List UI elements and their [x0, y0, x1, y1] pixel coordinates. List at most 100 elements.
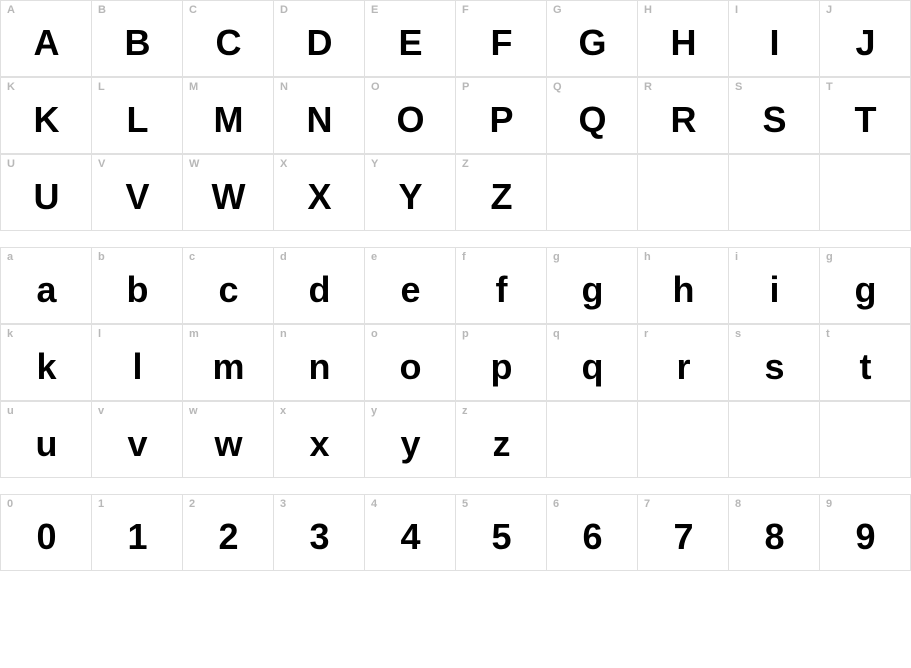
glyph-cell[interactable]: ff: [456, 247, 547, 324]
glyph-cell[interactable]: 99: [820, 494, 911, 571]
glyph-cell[interactable]: yy: [365, 401, 456, 478]
glyph-cell[interactable]: cc: [183, 247, 274, 324]
glyph-cell-glyph: A: [34, 22, 59, 64]
glyph-cell[interactable]: JJ: [820, 0, 911, 77]
glyph-cell[interactable]: XX: [274, 154, 365, 231]
glyph-cell[interactable]: PP: [456, 77, 547, 154]
glyph-cell[interactable]: ll: [92, 324, 183, 401]
glyph-cell[interactable]: SS: [729, 77, 820, 154]
glyph-cell-label: O: [371, 81, 380, 93]
glyph-cell[interactable]: kk: [1, 324, 92, 401]
glyph-cell[interactable]: FF: [456, 0, 547, 77]
glyph-cell-label: D: [280, 4, 288, 16]
glyph-cell[interactable]: KK: [1, 77, 92, 154]
glyph-cell[interactable]: CC: [183, 0, 274, 77]
glyph-cell-label: 1: [98, 498, 104, 510]
glyph-cell[interactable]: nn: [274, 324, 365, 401]
glyph-cell-glyph: P: [489, 99, 512, 141]
glyph-cell-label: x: [280, 405, 286, 417]
glyph-cell[interactable]: [729, 154, 820, 231]
glyph-cell[interactable]: GG: [547, 0, 638, 77]
glyph-cell[interactable]: ww: [183, 401, 274, 478]
glyph-cell[interactable]: gg: [820, 247, 911, 324]
glyph-cell[interactable]: OO: [365, 77, 456, 154]
glyph-cell[interactable]: 88: [729, 494, 820, 571]
glyph-cell-glyph: f: [496, 269, 507, 311]
glyph-cell[interactable]: rr: [638, 324, 729, 401]
glyph-cell-glyph: N: [307, 99, 332, 141]
glyph-cell-label: g: [553, 251, 560, 263]
glyph-cell[interactable]: [638, 401, 729, 478]
glyph-cell[interactable]: 22: [183, 494, 274, 571]
glyph-cell[interactable]: QQ: [547, 77, 638, 154]
glyph-cell-glyph: L: [127, 99, 148, 141]
glyph-cell[interactable]: uu: [1, 401, 92, 478]
glyph-cell[interactable]: ss: [729, 324, 820, 401]
glyph-cell[interactable]: UU: [1, 154, 92, 231]
glyph-cell[interactable]: EE: [365, 0, 456, 77]
glyph-cell-label: V: [98, 158, 105, 170]
glyph-cell-glyph: h: [673, 269, 694, 311]
glyph-cell-label: q: [553, 328, 560, 340]
glyph-cell-label: z: [462, 405, 468, 417]
glyph-cell[interactable]: DD: [274, 0, 365, 77]
glyph-cell[interactable]: MM: [183, 77, 274, 154]
glyph-cell[interactable]: gg: [547, 247, 638, 324]
glyph-cell[interactable]: bb: [92, 247, 183, 324]
glyph-cell-label: y: [371, 405, 377, 417]
glyph-cell-label: k: [7, 328, 13, 340]
glyph-cell[interactable]: [729, 401, 820, 478]
glyph-cell[interactable]: RR: [638, 77, 729, 154]
glyph-cell[interactable]: TT: [820, 77, 911, 154]
glyph-cell-glyph: k: [36, 346, 55, 388]
glyph-cell[interactable]: [547, 154, 638, 231]
glyph-cell[interactable]: YY: [365, 154, 456, 231]
glyph-cell-glyph: b: [127, 269, 148, 311]
grid-sections-mount: AABBCCDDEEFFGGHHIIJJKKLLMMNNOOPPQQRRSSTT…: [0, 0, 911, 571]
glyph-cell[interactable]: [638, 154, 729, 231]
glyph-cell[interactable]: 66: [547, 494, 638, 571]
section-gap: [0, 231, 911, 247]
glyph-cell[interactable]: [820, 401, 911, 478]
glyph-cell-label: Z: [462, 158, 469, 170]
glyph-cell-label: w: [189, 405, 198, 417]
glyph-cell[interactable]: HH: [638, 0, 729, 77]
glyph-cell[interactable]: II: [729, 0, 820, 77]
glyph-cell[interactable]: 55: [456, 494, 547, 571]
glyph-cell[interactable]: 44: [365, 494, 456, 571]
glyph-cell[interactable]: 11: [92, 494, 183, 571]
glyph-cell[interactable]: AA: [1, 0, 92, 77]
glyph-cell[interactable]: mm: [183, 324, 274, 401]
glyph-cell[interactable]: vv: [92, 401, 183, 478]
glyph-cell[interactable]: qq: [547, 324, 638, 401]
glyph-cell-label: S: [735, 81, 742, 93]
glyph-cell[interactable]: 77: [638, 494, 729, 571]
glyph-cell[interactable]: ZZ: [456, 154, 547, 231]
glyph-cell[interactable]: ii: [729, 247, 820, 324]
section-gap: [0, 478, 911, 494]
glyph-cell[interactable]: xx: [274, 401, 365, 478]
glyph-cell[interactable]: [547, 401, 638, 478]
glyph-cell-glyph: s: [764, 346, 783, 388]
glyph-cell[interactable]: NN: [274, 77, 365, 154]
glyph-cell-glyph: D: [307, 22, 332, 64]
glyph-cell[interactable]: aa: [1, 247, 92, 324]
glyph-cell[interactable]: zz: [456, 401, 547, 478]
glyph-cell[interactable]: tt: [820, 324, 911, 401]
glyph-cell[interactable]: LL: [92, 77, 183, 154]
glyph-cell[interactable]: 33: [274, 494, 365, 571]
glyph-cell[interactable]: dd: [274, 247, 365, 324]
glyph-cell-glyph: a: [36, 269, 55, 311]
glyph-cell[interactable]: pp: [456, 324, 547, 401]
glyph-cell[interactable]: ee: [365, 247, 456, 324]
glyph-cell[interactable]: VV: [92, 154, 183, 231]
glyph-cell-glyph: g: [582, 269, 603, 311]
glyph-cell[interactable]: hh: [638, 247, 729, 324]
glyph-cell[interactable]: oo: [365, 324, 456, 401]
glyph-cell-glyph: F: [491, 22, 512, 64]
glyph-cell-label: Q: [553, 81, 562, 93]
glyph-cell[interactable]: WW: [183, 154, 274, 231]
glyph-cell[interactable]: BB: [92, 0, 183, 77]
glyph-cell[interactable]: 00: [1, 494, 92, 571]
glyph-cell[interactable]: [820, 154, 911, 231]
